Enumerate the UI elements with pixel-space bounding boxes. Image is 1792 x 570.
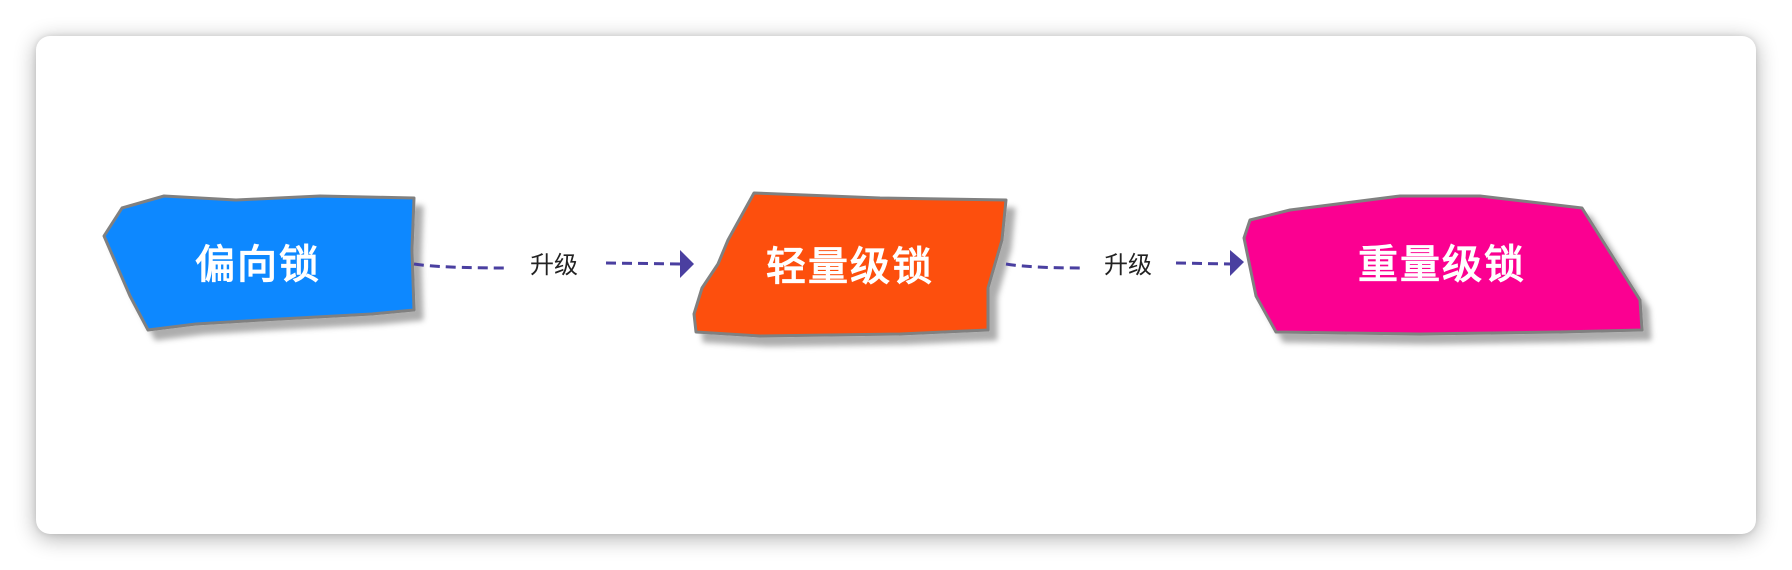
edge-lightweight-to-heavyweight-arrowhead bbox=[1230, 250, 1244, 276]
node-lightweight-lock-shape bbox=[692, 191, 1008, 338]
edge-biased-to-lightweight-arrowhead bbox=[680, 250, 694, 278]
node-heavyweight-lock-shape bbox=[1242, 194, 1644, 336]
edge-lightweight-to-heavyweight-label: 升级 bbox=[1104, 251, 1152, 279]
node-heavyweight-lock-label: 重量级锁 bbox=[1358, 242, 1526, 288]
edge-lightweight-to-heavyweight-line-b bbox=[1175, 261, 1233, 266]
edge-lightweight-to-heavyweight-line-a bbox=[1005, 262, 1085, 270]
edge-lightweight-to-heavyweight: 升级 bbox=[1005, 250, 1244, 279]
node-lightweight-lock-label: 轻量级锁 bbox=[766, 244, 934, 290]
edge-biased-to-lightweight-label: 升级 bbox=[530, 251, 578, 279]
node-biased-lock-label: 偏向锁 bbox=[195, 242, 321, 288]
node-biased-lock-shape bbox=[102, 194, 416, 332]
node-lightweight-lock: 轻量级锁 bbox=[692, 191, 1008, 338]
edge-biased-to-lightweight-line-a bbox=[413, 262, 507, 270]
edge-biased-to-lightweight-line-b bbox=[605, 261, 685, 266]
node-biased-lock: 偏向锁 bbox=[102, 194, 416, 332]
edge-biased-to-lightweight: 升级 bbox=[413, 250, 694, 279]
node-heavyweight-lock: 重量级锁 bbox=[1242, 194, 1644, 336]
